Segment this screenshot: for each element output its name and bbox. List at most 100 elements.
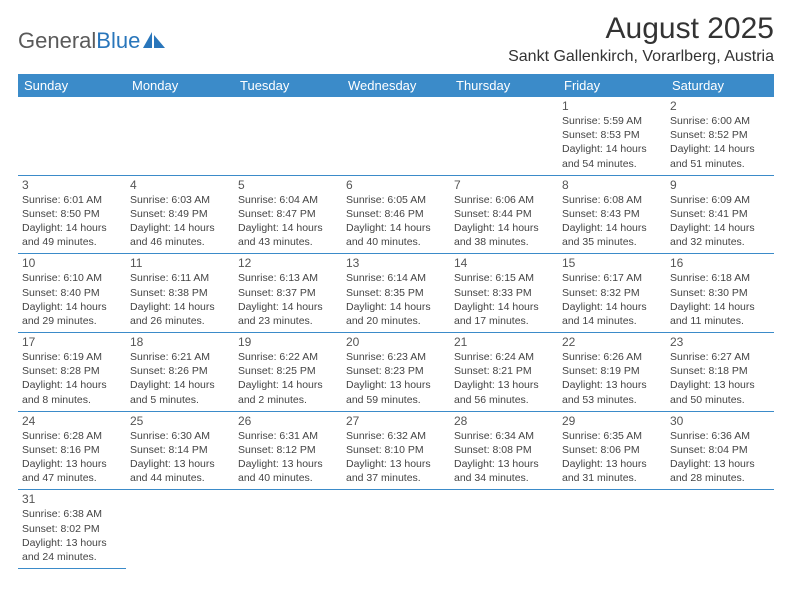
day-info: Sunrise: 6:36 AMSunset: 8:04 PMDaylight:… [670, 429, 770, 486]
day-number: 30 [670, 414, 770, 428]
sunset-text: Sunset: 8:35 PM [346, 286, 446, 300]
calendar-cell: 5Sunrise: 6:04 AMSunset: 8:47 PMDaylight… [234, 175, 342, 254]
sunset-text: Sunset: 8:44 PM [454, 207, 554, 221]
location: Sankt Gallenkirch, Vorarlberg, Austria [508, 48, 774, 66]
weekday-header: Friday [558, 74, 666, 97]
sunrise-text: Sunrise: 6:22 AM [238, 350, 338, 364]
day-number: 9 [670, 178, 770, 192]
sunset-text: Sunset: 8:06 PM [562, 443, 662, 457]
daylight-text: Daylight: 14 hours and 5 minutes. [130, 378, 230, 406]
sunset-text: Sunset: 8:49 PM [130, 207, 230, 221]
day-number: 1 [562, 99, 662, 113]
sunset-text: Sunset: 8:18 PM [670, 364, 770, 378]
day-number: 6 [346, 178, 446, 192]
sunset-text: Sunset: 8:47 PM [238, 207, 338, 221]
daylight-text: Daylight: 14 hours and 20 minutes. [346, 300, 446, 328]
sunrise-text: Sunrise: 6:27 AM [670, 350, 770, 364]
daylight-text: Daylight: 13 hours and 31 minutes. [562, 457, 662, 485]
day-number: 8 [562, 178, 662, 192]
sunrise-text: Sunrise: 6:34 AM [454, 429, 554, 443]
calendar-cell [234, 97, 342, 175]
sunrise-text: Sunrise: 6:04 AM [238, 193, 338, 207]
sunrise-text: Sunrise: 6:10 AM [22, 271, 122, 285]
daylight-text: Daylight: 14 hours and 8 minutes. [22, 378, 122, 406]
calendar-cell: 19Sunrise: 6:22 AMSunset: 8:25 PMDayligh… [234, 333, 342, 412]
day-number: 4 [130, 178, 230, 192]
daylight-text: Daylight: 13 hours and 44 minutes. [130, 457, 230, 485]
calendar-cell: 10Sunrise: 6:10 AMSunset: 8:40 PMDayligh… [18, 254, 126, 333]
day-info: Sunrise: 5:59 AMSunset: 8:53 PMDaylight:… [562, 114, 662, 171]
calendar-row: 17Sunrise: 6:19 AMSunset: 8:28 PMDayligh… [18, 333, 774, 412]
daylight-text: Daylight: 14 hours and 11 minutes. [670, 300, 770, 328]
calendar-cell: 29Sunrise: 6:35 AMSunset: 8:06 PMDayligh… [558, 411, 666, 490]
calendar-cell: 9Sunrise: 6:09 AMSunset: 8:41 PMDaylight… [666, 175, 774, 254]
daylight-text: Daylight: 14 hours and 2 minutes. [238, 378, 338, 406]
day-number: 23 [670, 335, 770, 349]
calendar-cell: 2Sunrise: 6:00 AMSunset: 8:52 PMDaylight… [666, 97, 774, 175]
day-number: 11 [130, 256, 230, 270]
sunrise-text: Sunrise: 6:26 AM [562, 350, 662, 364]
day-number: 3 [22, 178, 122, 192]
daylight-text: Daylight: 13 hours and 28 minutes. [670, 457, 770, 485]
day-info: Sunrise: 6:17 AMSunset: 8:32 PMDaylight:… [562, 271, 662, 328]
sunrise-text: Sunrise: 6:00 AM [670, 114, 770, 128]
calendar-cell [126, 490, 234, 569]
day-info: Sunrise: 6:13 AMSunset: 8:37 PMDaylight:… [238, 271, 338, 328]
day-info: Sunrise: 6:18 AMSunset: 8:30 PMDaylight:… [670, 271, 770, 328]
daylight-text: Daylight: 14 hours and 51 minutes. [670, 142, 770, 170]
sunrise-text: Sunrise: 6:01 AM [22, 193, 122, 207]
logo-text-blue: Blue [96, 28, 140, 53]
sunrise-text: Sunrise: 6:08 AM [562, 193, 662, 207]
calendar-cell: 14Sunrise: 6:15 AMSunset: 8:33 PMDayligh… [450, 254, 558, 333]
day-info: Sunrise: 6:23 AMSunset: 8:23 PMDaylight:… [346, 350, 446, 407]
sunset-text: Sunset: 8:10 PM [346, 443, 446, 457]
day-number: 10 [22, 256, 122, 270]
header: GeneralBlue August 2025 Sankt Gallenkirc… [18, 12, 774, 66]
sunrise-text: Sunrise: 6:31 AM [238, 429, 338, 443]
calendar-row: 24Sunrise: 6:28 AMSunset: 8:16 PMDayligh… [18, 411, 774, 490]
sunrise-text: Sunrise: 6:06 AM [454, 193, 554, 207]
day-info: Sunrise: 6:30 AMSunset: 8:14 PMDaylight:… [130, 429, 230, 486]
daylight-text: Daylight: 14 hours and 14 minutes. [562, 300, 662, 328]
calendar-row: 10Sunrise: 6:10 AMSunset: 8:40 PMDayligh… [18, 254, 774, 333]
title-block: August 2025 Sankt Gallenkirch, Vorarlber… [508, 12, 774, 66]
sunset-text: Sunset: 8:46 PM [346, 207, 446, 221]
daylight-text: Daylight: 13 hours and 50 minutes. [670, 378, 770, 406]
daylight-text: Daylight: 14 hours and 17 minutes. [454, 300, 554, 328]
day-number: 25 [130, 414, 230, 428]
daylight-text: Daylight: 13 hours and 53 minutes. [562, 378, 662, 406]
calendar-cell: 28Sunrise: 6:34 AMSunset: 8:08 PMDayligh… [450, 411, 558, 490]
day-info: Sunrise: 6:01 AMSunset: 8:50 PMDaylight:… [22, 193, 122, 250]
day-number: 7 [454, 178, 554, 192]
sunrise-text: Sunrise: 6:24 AM [454, 350, 554, 364]
sunrise-text: Sunrise: 6:23 AM [346, 350, 446, 364]
day-info: Sunrise: 6:15 AMSunset: 8:33 PMDaylight:… [454, 271, 554, 328]
daylight-text: Daylight: 14 hours and 38 minutes. [454, 221, 554, 249]
day-info: Sunrise: 6:34 AMSunset: 8:08 PMDaylight:… [454, 429, 554, 486]
calendar-cell: 24Sunrise: 6:28 AMSunset: 8:16 PMDayligh… [18, 411, 126, 490]
sunset-text: Sunset: 8:40 PM [22, 286, 122, 300]
calendar-cell: 17Sunrise: 6:19 AMSunset: 8:28 PMDayligh… [18, 333, 126, 412]
calendar-cell: 27Sunrise: 6:32 AMSunset: 8:10 PMDayligh… [342, 411, 450, 490]
day-number: 13 [346, 256, 446, 270]
sunset-text: Sunset: 8:50 PM [22, 207, 122, 221]
day-info: Sunrise: 6:10 AMSunset: 8:40 PMDaylight:… [22, 271, 122, 328]
sunset-text: Sunset: 8:53 PM [562, 128, 662, 142]
sunrise-text: Sunrise: 5:59 AM [562, 114, 662, 128]
day-number: 21 [454, 335, 554, 349]
sunset-text: Sunset: 8:12 PM [238, 443, 338, 457]
sunrise-text: Sunrise: 6:35 AM [562, 429, 662, 443]
calendar-cell: 6Sunrise: 6:05 AMSunset: 8:46 PMDaylight… [342, 175, 450, 254]
sunrise-text: Sunrise: 6:13 AM [238, 271, 338, 285]
sunrise-text: Sunrise: 6:28 AM [22, 429, 122, 443]
sunset-text: Sunset: 8:02 PM [22, 522, 122, 536]
day-number: 16 [670, 256, 770, 270]
calendar-cell [342, 97, 450, 175]
month-title: August 2025 [508, 12, 774, 46]
daylight-text: Daylight: 14 hours and 26 minutes. [130, 300, 230, 328]
daylight-text: Daylight: 14 hours and 49 minutes. [22, 221, 122, 249]
calendar-cell: 31Sunrise: 6:38 AMSunset: 8:02 PMDayligh… [18, 490, 126, 569]
sunset-text: Sunset: 8:38 PM [130, 286, 230, 300]
weekday-header: Monday [126, 74, 234, 97]
sail-icon [143, 32, 165, 50]
